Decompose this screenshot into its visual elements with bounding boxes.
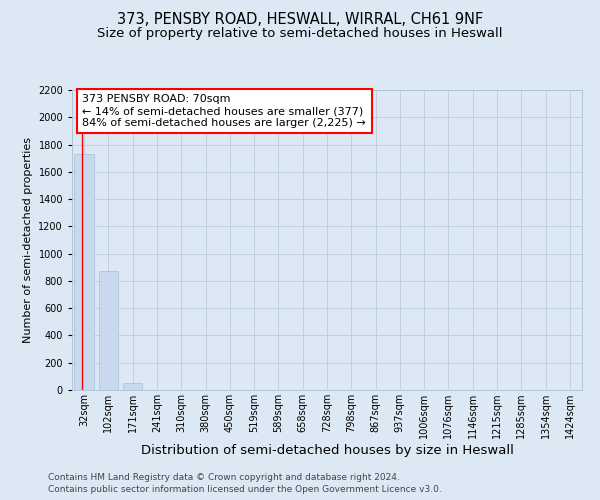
Y-axis label: Number of semi-detached properties: Number of semi-detached properties bbox=[23, 137, 32, 343]
Text: Size of property relative to semi-detached houses in Heswall: Size of property relative to semi-detach… bbox=[97, 28, 503, 40]
Text: 373, PENSBY ROAD, HESWALL, WIRRAL, CH61 9NF: 373, PENSBY ROAD, HESWALL, WIRRAL, CH61 … bbox=[117, 12, 483, 28]
Bar bbox=[74, 154, 94, 390]
Text: Contains HM Land Registry data © Crown copyright and database right 2024.: Contains HM Land Registry data © Crown c… bbox=[48, 472, 400, 482]
Text: 373 PENSBY ROAD: 70sqm
← 14% of semi-detached houses are smaller (377)
84% of se: 373 PENSBY ROAD: 70sqm ← 14% of semi-det… bbox=[82, 94, 366, 128]
X-axis label: Distribution of semi-detached houses by size in Heswall: Distribution of semi-detached houses by … bbox=[140, 444, 514, 457]
Text: Contains public sector information licensed under the Open Government Licence v3: Contains public sector information licen… bbox=[48, 485, 442, 494]
Bar bbox=[99, 272, 118, 390]
Bar bbox=[123, 383, 142, 390]
